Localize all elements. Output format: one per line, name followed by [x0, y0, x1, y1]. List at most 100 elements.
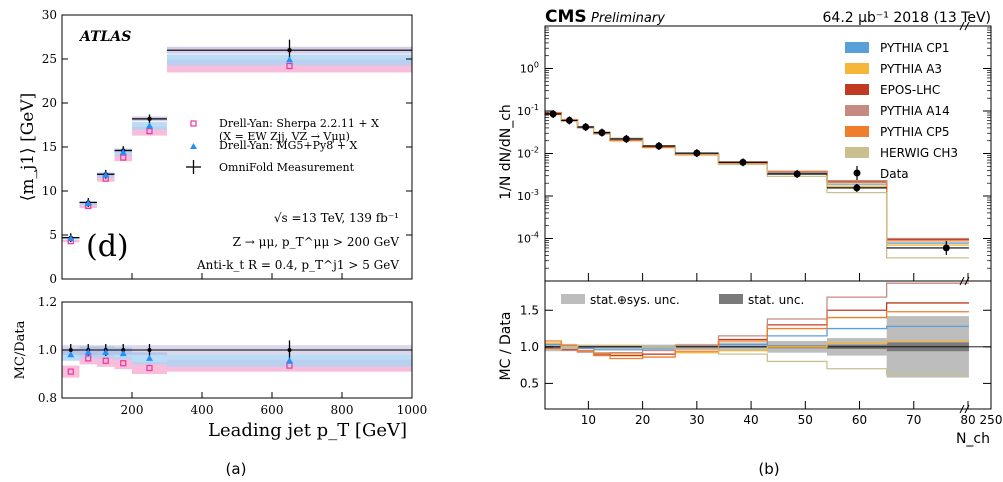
a-legend: Drell-Yan: Sherpa 2.2.11 + X (X = EW Zjj…: [186, 117, 379, 174]
mg5-point: [119, 148, 127, 155]
legend-mg5: Drell-Yan: MG5+Py8 + X: [219, 139, 357, 152]
a-ytick-ratio-label: 1.0: [38, 343, 57, 357]
mc-ratio-herwig-ch3: [545, 344, 969, 376]
mg5-ratio-point: [67, 351, 75, 358]
b-ytick-ratio-label: 1.0: [520, 340, 539, 354]
panel-a: 0 5 10 15 20 25 30 0.8 1.0 1.2 200 400 600 800 1000 AT…: [13, 8, 427, 478]
b-ratio-frame: [544, 280, 992, 410]
a-ytick-main-label: 25: [42, 52, 57, 66]
b-xtick-label: 80: [960, 413, 975, 427]
a-ytick-main-label: 5: [49, 228, 57, 242]
a-xtick-label: 400: [191, 403, 214, 417]
unc-total-swatch: [561, 294, 585, 304]
mg5-ratio-point: [84, 348, 92, 355]
legend-swatch: [845, 147, 869, 158]
axis-break-marks: [959, 21, 970, 414]
a-xtick-label: 800: [331, 403, 354, 417]
omnifold-ratio-point: [68, 348, 73, 352]
b-ytick-ratio-label: 1.5: [520, 303, 539, 317]
a-ytick-main-label: 20: [42, 96, 57, 110]
a-ytick-ratio-label: 0.8: [38, 391, 57, 405]
b-ytick-main-label: 10-2: [517, 146, 539, 161]
a-ytick-main-label: 0: [49, 272, 57, 286]
b-ytick-main-label: 100: [520, 61, 539, 76]
b-xlabel: N_ch: [956, 431, 990, 447]
lumi-label: 64.2 μb⁻¹ 2018 (13 TeV): [823, 10, 992, 26]
data-point: [739, 158, 747, 166]
sherpa-ratio-point: [102, 357, 109, 364]
mg5-point: [84, 199, 92, 206]
b-xtick-label: 70: [906, 413, 921, 427]
b-xtick-label: 30: [689, 413, 704, 427]
legend-marker-sherpa: [190, 120, 197, 127]
legend-data-label: Data: [880, 167, 909, 181]
b-ytick-main-label: 10-1: [517, 103, 539, 118]
b-ytick-main-label: 10-3: [517, 188, 539, 203]
a-xtick-label: 1000: [397, 403, 428, 417]
data-point: [598, 129, 606, 137]
b-ytick-ratio-label: 0.5: [520, 376, 539, 390]
mg5-ratio-point: [102, 348, 110, 355]
sherpa-point: [286, 62, 293, 70]
legend-sherpa-sub: (X = EW Zjj, VZ → Vμμ): [219, 130, 350, 143]
sherpa-point: [120, 154, 127, 161]
legend-label: PYTHIA A3: [880, 62, 942, 76]
b-ylabel-ratio: MC / Data: [498, 312, 514, 381]
legend-swatch: [845, 42, 869, 53]
b-xtick-label: 60: [852, 413, 867, 427]
a-annotation-energy: √s =13 TeV, 139 fb⁻¹: [274, 211, 399, 225]
caption-b: (b): [758, 460, 779, 478]
omnifold-ratio-point: [147, 348, 152, 352]
mg5-point: [286, 56, 293, 63]
mg5-ratio-point: [119, 350, 127, 357]
legend-label: PYTHIA A14: [880, 104, 950, 118]
legend-swatch: [845, 126, 869, 137]
b-xtick-label: 250: [980, 413, 1003, 427]
a-ytick-main-label: 10: [42, 184, 57, 198]
sherpa-ratio-point: [67, 368, 74, 375]
legend-swatch: [845, 105, 869, 116]
a-annotation-selection: Z → μμ, p_T^μμ > 200 GeV: [233, 235, 400, 249]
unc-total-label: stat.⊕sys. unc.: [590, 293, 680, 307]
b-ytick-main-label: 10-4: [517, 231, 539, 246]
legend-sherpa: Drell-Yan: Sherpa 2.2.11 + X: [219, 117, 379, 130]
data-point: [793, 170, 801, 178]
data-point: [655, 142, 663, 150]
mc-ratio-pythia-a14: [545, 282, 969, 355]
sherpa-ratio-point: [120, 360, 127, 367]
cms-label: CMS: [545, 7, 587, 27]
unc-stat-label: stat. unc.: [748, 293, 804, 307]
a-xtick-label: 200: [121, 403, 144, 417]
data-point: [622, 135, 630, 143]
mc-ratio-pythia-cp5: [545, 311, 969, 360]
data-point: [565, 116, 573, 124]
b-legend: PYTHIA CP1 PYTHIA A3 EPOS-LHC PYTHIA A14 PYT…: [845, 41, 958, 181]
mg5-ratio-point: [146, 354, 153, 361]
sherpa-ratio-band: [114, 357, 132, 370]
mg5-point: [102, 171, 110, 178]
panel-b: 100 10-1 10-2 10-3 10-4 0.5 1.0 1.5 10 20 30 40 50 60…: [498, 7, 1002, 478]
data-point: [942, 244, 950, 252]
a-ytick-main-label: 30: [42, 8, 57, 22]
data-point: [582, 123, 590, 131]
b-ylabel-main: 1/N dN/dN_ch: [498, 104, 514, 200]
unc-stat-swatch: [719, 294, 743, 304]
a-ylabel-ratio: MC/Data: [13, 320, 28, 379]
legend-marker-mg5: [190, 143, 197, 149]
a-xtick-label: 600: [261, 403, 284, 417]
sherpa-ratio-band: [132, 362, 167, 374]
sherpa-ratio-point: [85, 355, 92, 362]
legend-data-marker: [853, 169, 861, 177]
data-point: [693, 149, 701, 157]
omnifold-ratio-point: [287, 348, 292, 352]
data-point: [549, 110, 557, 118]
omnifold-point: [147, 116, 152, 122]
legend-label: HERWIG CH3: [880, 146, 958, 160]
omnifold-ratio-point: [121, 348, 126, 352]
sherpa-band: [132, 126, 167, 136]
b-xtick-label: 10: [581, 413, 596, 427]
sherpa-ratio-band: [62, 365, 80, 378]
mg5-point: [146, 122, 153, 129]
mg5-point: [67, 235, 75, 242]
b-xtick-label: 40: [743, 413, 758, 427]
